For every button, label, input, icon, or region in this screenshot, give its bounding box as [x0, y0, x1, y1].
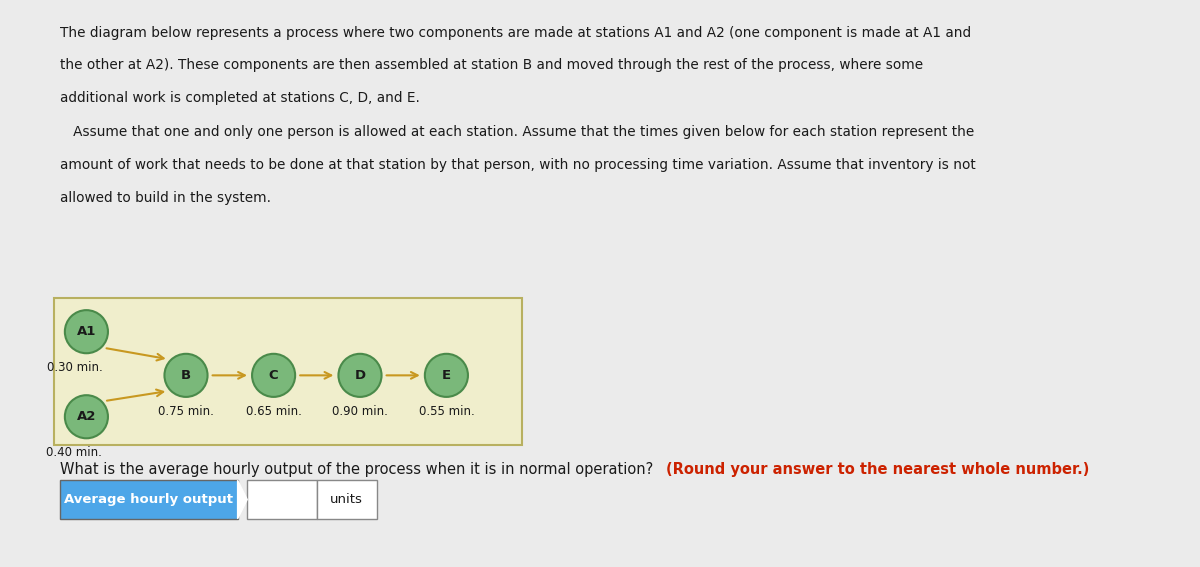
Text: The diagram below represents a process where two components are made at stations: The diagram below represents a process w… [60, 26, 971, 40]
Ellipse shape [164, 354, 208, 397]
Text: 0.40 min.: 0.40 min. [47, 446, 102, 459]
Text: Average hourly output: Average hourly output [65, 493, 233, 506]
FancyBboxPatch shape [60, 480, 238, 519]
Text: What is the average hourly output of the process when it is in normal operation?: What is the average hourly output of the… [60, 462, 653, 477]
Text: 0.30 min.: 0.30 min. [47, 361, 102, 374]
Text: the other at A2). These components are then assembled at station B and moved thr: the other at A2). These components are t… [60, 58, 923, 73]
Text: 0.75 min.: 0.75 min. [158, 405, 214, 418]
FancyBboxPatch shape [317, 480, 377, 519]
Polygon shape [238, 480, 247, 519]
FancyBboxPatch shape [247, 480, 317, 519]
Ellipse shape [425, 354, 468, 397]
Text: 0.65 min.: 0.65 min. [246, 405, 301, 418]
Text: additional work is completed at stations C, D, and E.: additional work is completed at stations… [60, 91, 420, 105]
Text: E: E [442, 369, 451, 382]
Text: C: C [269, 369, 278, 382]
Text: A2: A2 [77, 411, 96, 423]
Text: B: B [181, 369, 191, 382]
Text: D: D [354, 369, 366, 382]
Ellipse shape [65, 310, 108, 353]
Ellipse shape [338, 354, 382, 397]
FancyBboxPatch shape [54, 298, 522, 445]
Ellipse shape [65, 395, 108, 438]
Text: 0.55 min.: 0.55 min. [419, 405, 474, 418]
Text: amount of work that needs to be done at that station by that person, with no pro: amount of work that needs to be done at … [60, 158, 976, 172]
Text: A1: A1 [77, 325, 96, 338]
Text: (Round your answer to the nearest whole number.): (Round your answer to the nearest whole … [666, 462, 1090, 477]
Text: units: units [330, 493, 364, 506]
Ellipse shape [252, 354, 295, 397]
Text: Assume that one and only one person is allowed at each station. Assume that the : Assume that one and only one person is a… [60, 125, 974, 139]
Text: allowed to build in the system.: allowed to build in the system. [60, 191, 271, 205]
Text: 0.90 min.: 0.90 min. [332, 405, 388, 418]
